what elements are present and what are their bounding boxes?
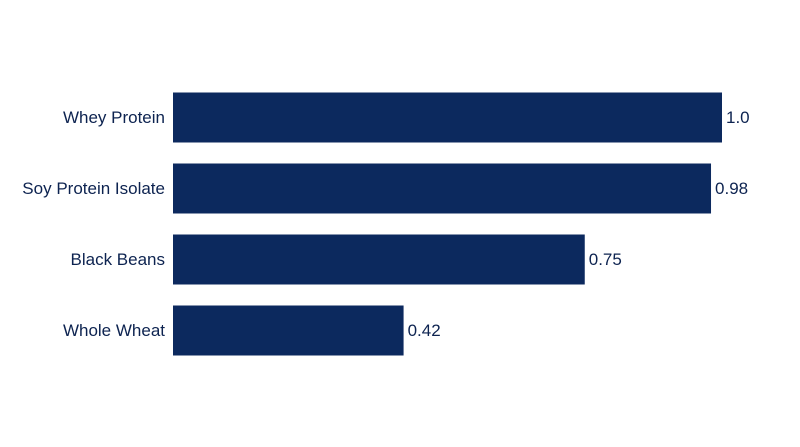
bar bbox=[173, 92, 722, 143]
value-label: 0.98 bbox=[715, 179, 748, 198]
bar bbox=[173, 163, 712, 214]
bar bbox=[173, 305, 404, 356]
category-label: Whey Protein bbox=[63, 108, 165, 127]
category-label: Soy Protein Isolate bbox=[22, 179, 165, 198]
value-label: 1.0 bbox=[726, 108, 750, 127]
bar bbox=[173, 234, 585, 285]
value-label: 0.75 bbox=[589, 250, 622, 269]
category-label: Black Beans bbox=[71, 250, 166, 269]
value-label: 0.42 bbox=[408, 321, 441, 340]
category-label: Whole Wheat bbox=[63, 321, 165, 340]
